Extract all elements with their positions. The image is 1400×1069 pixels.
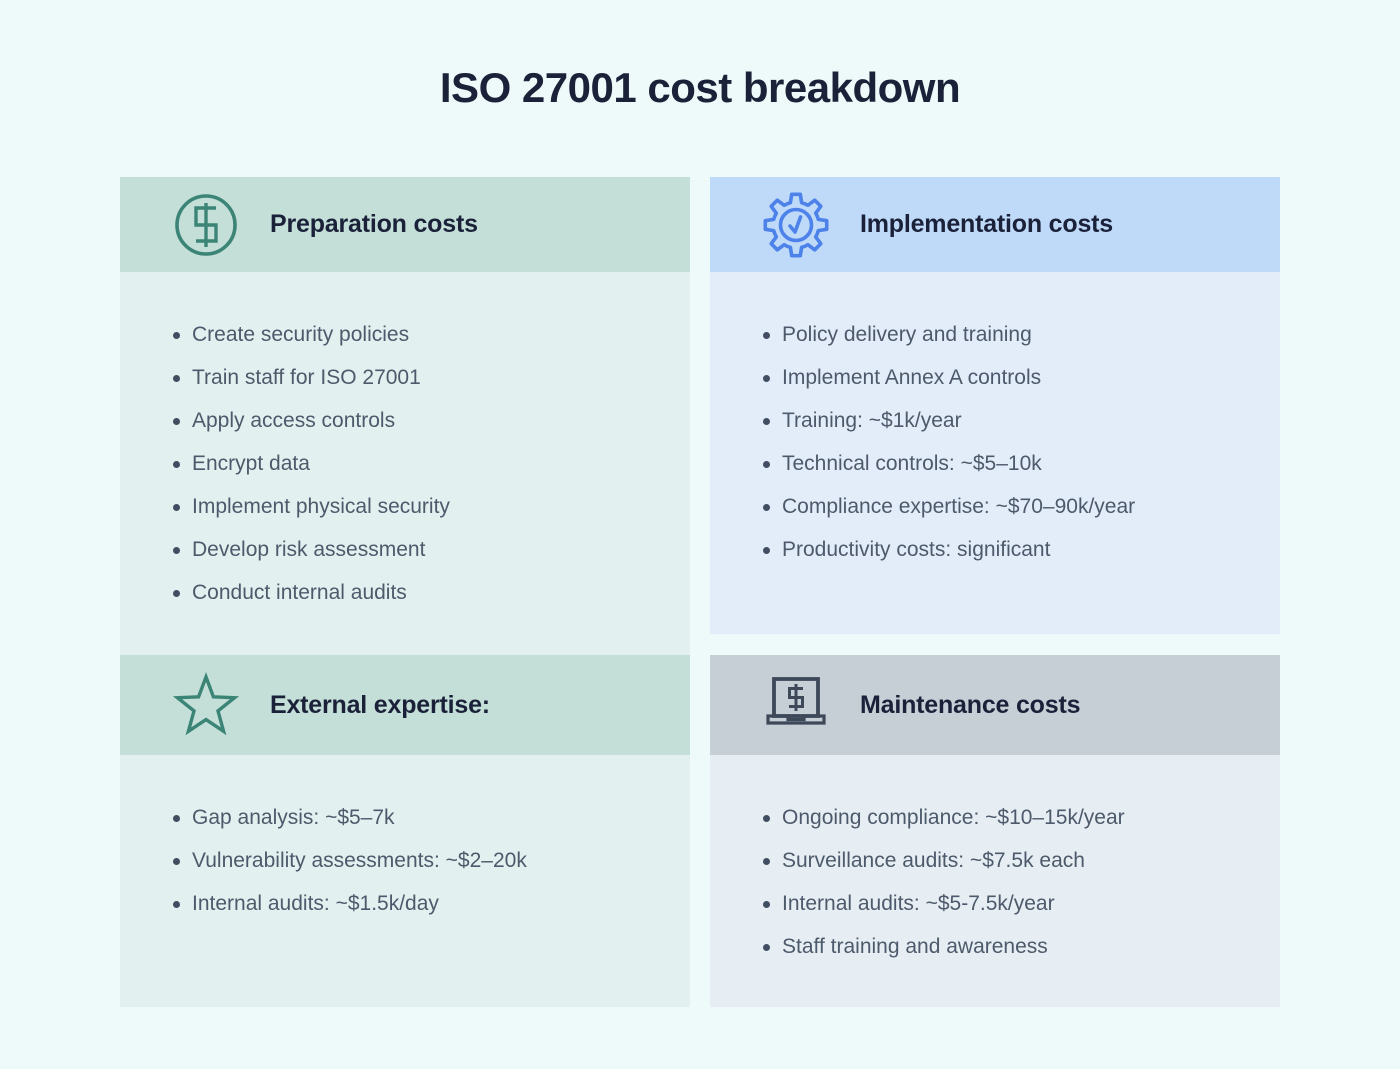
maintenance-costs-body: Ongoing compliance: ~$10–15k/year Survei…: [710, 755, 1280, 1007]
list-item: Develop risk assessment: [172, 537, 680, 563]
list-item: Create security policies: [172, 322, 680, 348]
list-item: Vulnerability assessments: ~$2–20k: [172, 848, 680, 874]
list-item: Internal audits: ~$1.5k/day: [172, 891, 680, 917]
list-item: Surveillance audits: ~$7.5k each: [762, 848, 1270, 874]
implementation-costs-header: Implementation costs: [710, 177, 1280, 272]
maintenance-costs-header: Maintenance costs: [710, 655, 1280, 755]
implementation-costs-title: Implementation costs: [860, 210, 1113, 238]
preparation-costs-list: Create security policies Train staff for…: [120, 272, 690, 606]
list-item: Compliance expertise: ~$70–90k/year: [762, 494, 1270, 520]
gear-check-icon: [762, 191, 830, 259]
maintenance-costs-title: Maintenance costs: [860, 690, 1081, 719]
implementation-costs-list: Policy delivery and training Implement A…: [710, 272, 1280, 563]
page-title: ISO 27001 cost breakdown: [439, 64, 961, 111]
external-expertise-header: External expertise:: [120, 655, 690, 755]
list-item: Apply access controls: [172, 408, 680, 434]
list-item: Train staff for ISO 27001: [172, 365, 680, 391]
list-item: Encrypt data: [172, 451, 680, 477]
quadrant-board: Preparation costs Create security polici…: [120, 177, 1280, 1007]
list-item: Implement Annex A controls: [762, 365, 1270, 391]
list-item: Technical controls: ~$5–10k: [762, 451, 1270, 477]
list-item: Conduct internal audits: [172, 580, 680, 606]
dollar-circle-icon: [172, 191, 240, 259]
list-item: Training: ~$1k/year: [762, 408, 1270, 434]
star-icon: [172, 671, 240, 739]
list-item: Implement physical security: [172, 494, 680, 520]
list-item: Internal audits: ~$5-7.5k/year: [762, 891, 1270, 917]
list-item: Gap analysis: ~$5–7k: [172, 805, 680, 831]
left-column: Preparation costs Create security polici…: [120, 177, 690, 1007]
external-expertise-list: Gap analysis: ~$5–7k Vulnerability asses…: [120, 755, 690, 917]
implementation-costs-body: Policy delivery and training Implement A…: [710, 272, 1280, 634]
list-item: Policy delivery and training: [762, 322, 1270, 348]
list-item: Productivity costs: significant: [762, 537, 1270, 563]
preparation-costs-body: Create security policies Train staff for…: [120, 272, 690, 655]
laptop-dollar-icon: [762, 671, 830, 739]
external-expertise-body: Gap analysis: ~$5–7k Vulnerability asses…: [120, 755, 690, 1007]
preparation-costs-title: Preparation costs: [270, 210, 478, 238]
right-column: Implementation costs Policy delivery and…: [710, 177, 1280, 1007]
external-expertise-title: External expertise:: [270, 690, 490, 719]
list-item: Ongoing compliance: ~$10–15k/year: [762, 805, 1270, 831]
maintenance-costs-list: Ongoing compliance: ~$10–15k/year Survei…: [710, 755, 1280, 960]
preparation-costs-header: Preparation costs: [120, 177, 690, 272]
list-item: Staff training and awareness: [762, 934, 1270, 960]
